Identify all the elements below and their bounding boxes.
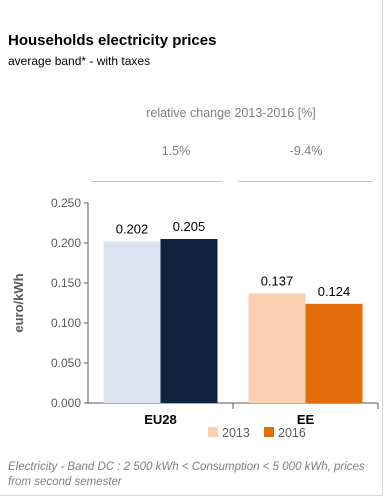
relative-change-ee: -9.4% — [289, 144, 323, 158]
y-tick-label: 0.050 — [51, 356, 81, 370]
y-axis-title: euro/kWh — [11, 273, 26, 332]
y-tick-label: 0.200 — [51, 236, 81, 250]
legend-swatch-2016 — [264, 427, 274, 437]
chart-footnote: Electricity - Band DC : 2 500 kWh < Cons… — [8, 461, 365, 488]
y-tick-label: 0.250 — [51, 196, 81, 210]
legend-label-2013: 2013 — [222, 426, 250, 440]
relative-change-heading: relative change 2013-2016 [%] — [146, 106, 316, 120]
y-tick-label: 0.100 — [51, 316, 81, 330]
chart-subtitle: average band* - with taxes — [8, 54, 151, 68]
chart-title: Households electricity prices — [8, 32, 217, 49]
data-label-ee-2016: 0.124 — [318, 284, 351, 299]
legend-swatch-2013 — [208, 427, 218, 437]
y-tick-label: 0.000 — [51, 396, 81, 410]
relative-change-eu28: 1.5% — [161, 144, 191, 158]
bar-ee-2016 — [305, 303, 363, 403]
x-tick-label-ee: EE — [297, 412, 315, 427]
y-tick-label: 0.150 — [51, 276, 81, 290]
relative-change-separator-eu28 — [92, 181, 222, 182]
data-label-eu28-2016: 0.205 — [173, 219, 206, 234]
x-tick-label-eu28: EU28 — [144, 412, 177, 427]
legend-label-2016: 2016 — [278, 426, 306, 440]
bar-eu28-2013 — [103, 241, 161, 403]
data-label-eu28-2013: 0.202 — [116, 221, 149, 236]
relative-change-separator-ee — [238, 181, 372, 182]
bar-eu28-2016 — [160, 239, 218, 403]
data-label-ee-2013: 0.137 — [261, 273, 294, 288]
bar-ee-2013 — [248, 293, 306, 403]
bar-chart: 0.000 0.050 0.100 0.150 0.200 0.250 euro/kWh 0.… — [11, 196, 379, 440]
